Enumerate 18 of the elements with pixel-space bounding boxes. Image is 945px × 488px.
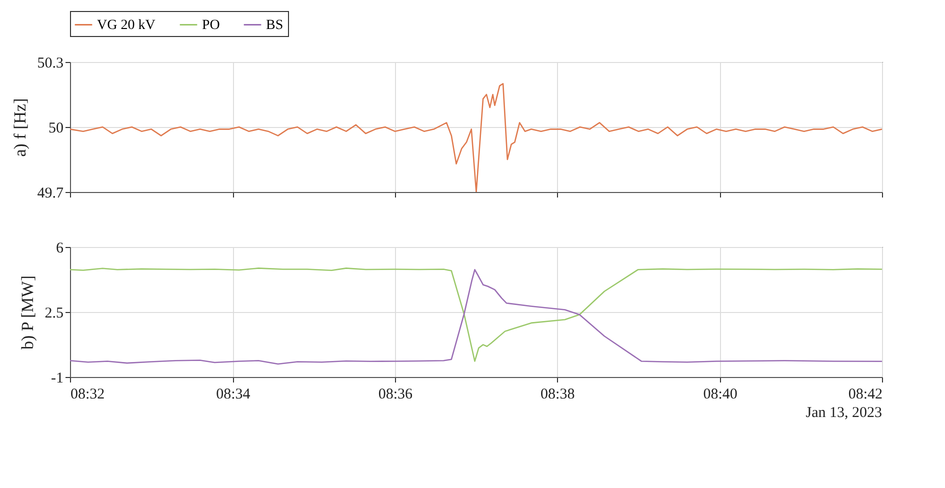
legend-label: VG 20 kV (97, 18, 156, 33)
y-tick-label: -1 (51, 370, 64, 386)
legend-label: BS (266, 18, 284, 33)
x-tick-label: 08:32 (70, 386, 105, 402)
y-axis-title: b) P [MW] (18, 276, 37, 350)
y-tick-label: 50 (48, 120, 64, 136)
x-tick-label: 08:34 (216, 386, 251, 402)
legend-label: PO (202, 18, 220, 33)
y-tick-label: 50.3 (37, 56, 64, 72)
y-tick-label: 2.5 (44, 306, 64, 322)
x-tick-label: 08:40 (703, 386, 738, 402)
y-tick-label: 49.7 (37, 186, 64, 202)
x-tick-label: 08:38 (540, 386, 575, 402)
y-axis-title: a) f [Hz] (10, 98, 30, 157)
x-tick-label: 08:36 (378, 386, 413, 402)
text: Jan 13, 2023 (806, 405, 882, 421)
y-tick-label: 6 (56, 240, 64, 256)
x-tick-label: 08:42 (848, 386, 882, 402)
